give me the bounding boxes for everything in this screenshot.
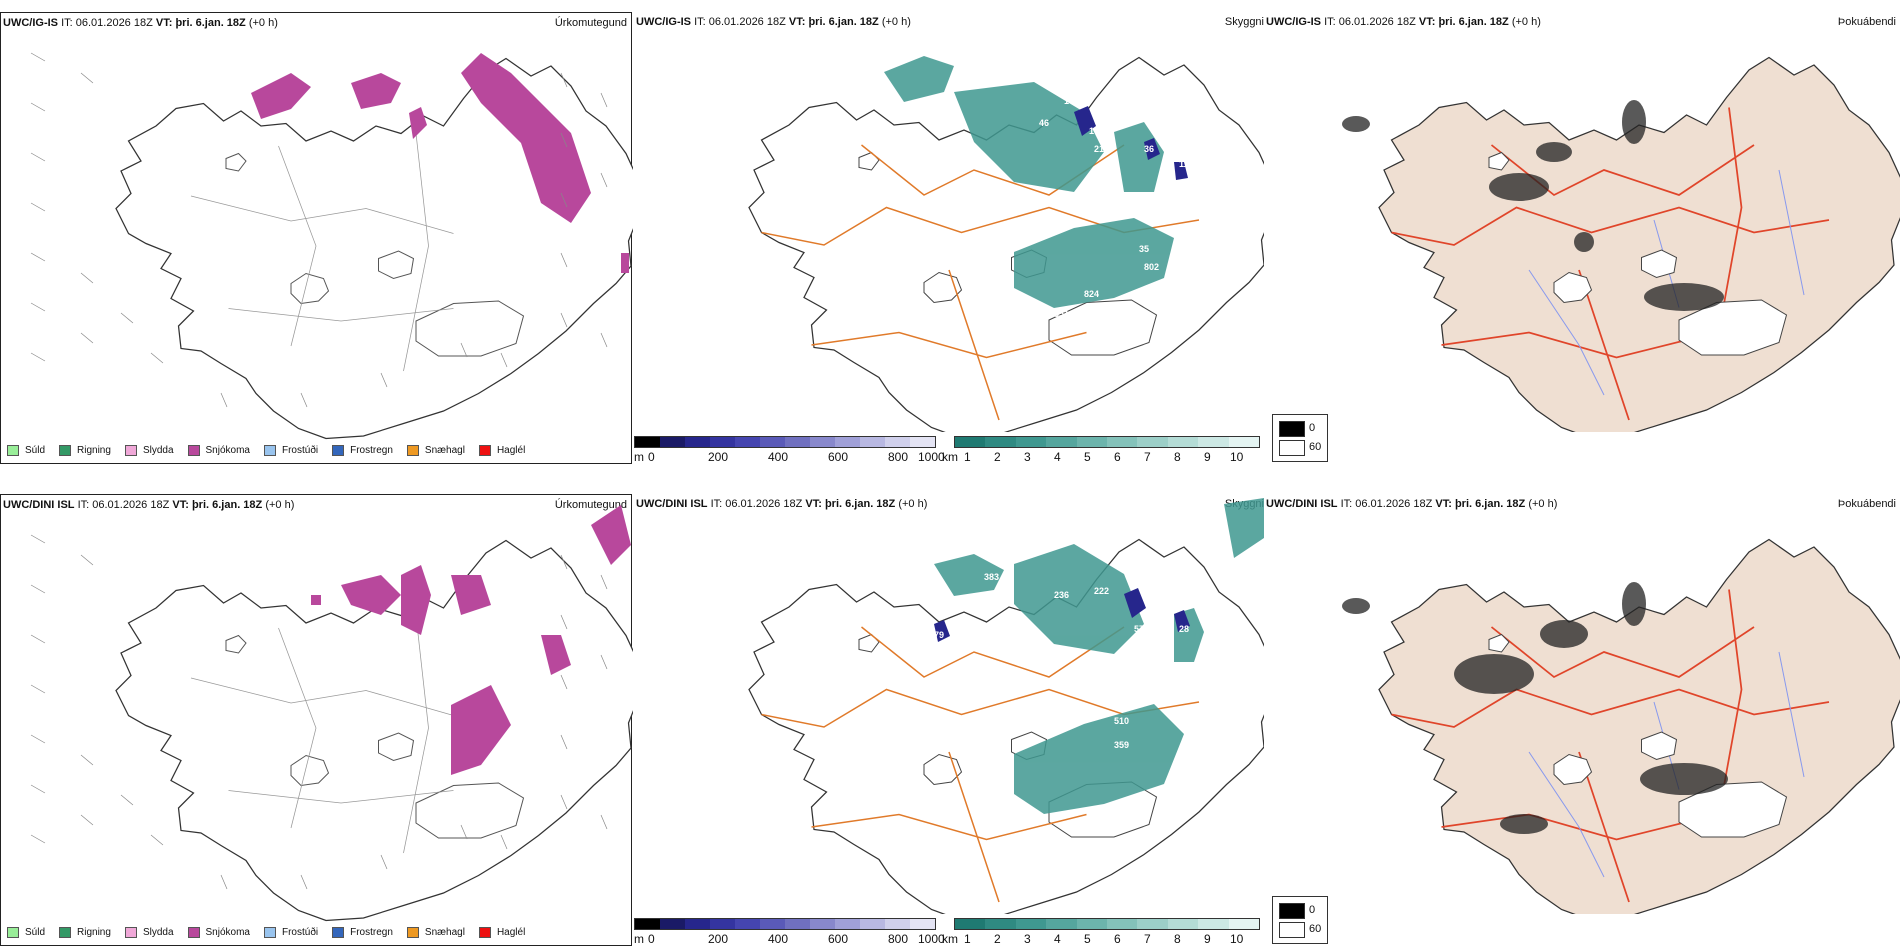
precip-type-label: Úrkomutegund xyxy=(554,17,627,29)
visibility-colorbar-row1 xyxy=(954,436,1260,448)
svg-text:21: 21 xyxy=(1094,144,1104,154)
svg-text:35: 35 xyxy=(1139,244,1149,254)
panel-title-row1-precip: UWC/IG-IS IT: 06.01.2026 18Z VT: þri. 6.… xyxy=(3,17,278,29)
visibility-colorbar-row2 xyxy=(954,918,1260,930)
cloudbase-unit-row1: m xyxy=(634,450,644,464)
cloudbase-unit-row2: m xyxy=(634,932,644,946)
svg-text:461: 461 xyxy=(1169,184,1184,194)
precip-map-row2 xyxy=(30,505,633,922)
svg-text:802: 802 xyxy=(1144,262,1159,272)
legend-item: Frostregn xyxy=(332,927,393,938)
fog-type-label: Þokuábendi xyxy=(1837,498,1896,510)
panel-title-row2-fog: UWC/DINI ISL IT: 06.01.2026 18Z VT: þri.… xyxy=(1266,498,1558,510)
svg-text:46: 46 xyxy=(1039,118,1049,128)
svg-text:515: 515 xyxy=(1029,711,1044,721)
precip-map-row1 xyxy=(30,52,633,440)
visibility-unit-row1: km xyxy=(942,450,958,464)
panel-title-row2-cloud: UWC/DINI ISL IT: 06.01.2026 18Z VT: þri.… xyxy=(636,498,928,510)
visibility-ticks-row1: 1 2 3 4 5 6 7 8 9 10 xyxy=(964,450,1244,464)
wind-barbs-row2 xyxy=(30,534,608,890)
cloud-map-row2: 383 236 222 79 57 28 172 515 510 359 xyxy=(748,498,1264,914)
svg-text:165: 165 xyxy=(1089,126,1104,136)
legend-item: Snjókoma xyxy=(187,927,250,938)
panel-title-row1-fog: UWC/IG-IS IT: 06.01.2026 18Z VT: þri. 6.… xyxy=(1266,16,1541,28)
visibility-areas-row2 xyxy=(934,498,1264,814)
svg-text:824: 824 xyxy=(1084,289,1099,299)
precip-type-panel-row1: UWC/IG-IS IT: 06.01.2026 18Z VT: þri. 6.… xyxy=(0,12,633,464)
svg-text:236: 236 xyxy=(1054,590,1069,600)
svg-text:36: 36 xyxy=(1144,144,1154,154)
svg-text:172: 172 xyxy=(944,731,959,741)
svg-text:359: 359 xyxy=(1114,740,1129,750)
cloudbase-colorbar-row1 xyxy=(634,436,936,448)
legend-item: Haglél xyxy=(478,927,525,938)
precip-legend-row2: Súld Rigning Slydda Snjókoma Frostúði Fr… xyxy=(7,927,525,938)
svg-text:27: 27 xyxy=(989,199,999,209)
svg-text:57: 57 xyxy=(1134,624,1144,634)
legend-item: Slydda xyxy=(124,445,174,456)
fog-dark-areas-row1 xyxy=(1342,100,1724,311)
snow-areas-row1 xyxy=(251,53,629,273)
fog-panel-row2: UWC/DINI ISL IT: 06.01.2026 18Z VT: þri.… xyxy=(1264,494,1900,946)
svg-text:351: 351 xyxy=(1054,309,1069,319)
visibility-unit-row2: km xyxy=(942,932,958,946)
fog-panel-row1: UWC/IG-IS IT: 06.01.2026 18Z VT: þri. 6.… xyxy=(1264,12,1900,464)
legend-item: Snæhagl xyxy=(406,445,465,456)
cloud-type-label: Skyggni xyxy=(1224,16,1264,28)
svg-text:510: 510 xyxy=(1114,716,1129,726)
fog-legend-row1: 0 60 xyxy=(1272,414,1328,462)
fog-type-label: Þokuábendi xyxy=(1837,16,1896,28)
legend-item: Rigning xyxy=(59,445,111,456)
precip-type-panel-row2: UWC/DINI ISL IT: 06.01.2026 18Z VT: þri.… xyxy=(0,494,633,946)
fog-legend-row2: 0 60 xyxy=(1272,896,1328,944)
cloud-map-row1: 142 46 165 21 36 113 461 27 133 35 802 8… xyxy=(748,56,1264,432)
legend-item: Súld xyxy=(7,927,45,938)
legend-item: Frostregn xyxy=(332,445,393,456)
legend-item: Frostúði xyxy=(263,927,318,938)
cloudbase-colorbar-row2 xyxy=(634,918,936,930)
snow-areas-row2 xyxy=(311,505,631,775)
cloudbase-areas-row2 xyxy=(934,588,1190,642)
legend-item: Frostúði xyxy=(263,445,318,456)
svg-text:79: 79 xyxy=(934,630,944,640)
svg-text:28: 28 xyxy=(1179,624,1189,634)
visibility-ticks-row2: 1 2 3 4 5 6 7 8 9 10 xyxy=(964,932,1244,946)
cloudbase-areas-row1 xyxy=(1074,106,1188,180)
cloudbase-ticks-row1: 0 200 400 600 800 1000 xyxy=(648,450,945,464)
legend-item: Haglél xyxy=(478,445,525,456)
svg-text:142: 142 xyxy=(1064,96,1079,106)
legend-item: Súld xyxy=(7,445,45,456)
cloudbase-ticks-row2: 0 200 400 600 800 1000 xyxy=(648,932,945,946)
svg-text:133: 133 xyxy=(944,249,959,259)
fog-map-row2 xyxy=(1342,538,1900,914)
legend-item: Rigning xyxy=(59,927,111,938)
svg-text:113: 113 xyxy=(1179,159,1194,169)
svg-text:383: 383 xyxy=(984,572,999,582)
cloud-labels-row2: 383 236 222 79 57 28 172 515 510 359 xyxy=(934,572,1189,750)
cloud-panel-row1: UWC/IG-IS IT: 06.01.2026 18Z VT: þri. 6.… xyxy=(634,12,1264,464)
cloud-labels-row1: 142 46 165 21 36 113 461 27 133 35 802 8… xyxy=(944,96,1194,319)
legend-item: Snæhagl xyxy=(406,927,465,938)
wind-barbs-row1 xyxy=(30,52,608,408)
panel-title-row1-cloud: UWC/IG-IS IT: 06.01.2026 18Z VT: þri. 6.… xyxy=(636,16,911,28)
precip-type-label: Úrkomutegund xyxy=(554,499,627,511)
precip-legend-row1: Súld Rigning Slydda Snjókoma Frostúði Fr… xyxy=(7,445,525,456)
panel-title-row2-precip: UWC/DINI ISL IT: 06.01.2026 18Z VT: þri.… xyxy=(3,499,295,511)
legend-item: Slydda xyxy=(124,927,174,938)
svg-text:222: 222 xyxy=(1094,586,1109,596)
fog-map-row1 xyxy=(1342,56,1900,432)
fog-dark-areas-row2 xyxy=(1342,582,1728,834)
legend-item: Snjókoma xyxy=(187,445,250,456)
cloud-panel-row2: UWC/DINI ISL IT: 06.01.2026 18Z VT: þri.… xyxy=(634,494,1264,946)
